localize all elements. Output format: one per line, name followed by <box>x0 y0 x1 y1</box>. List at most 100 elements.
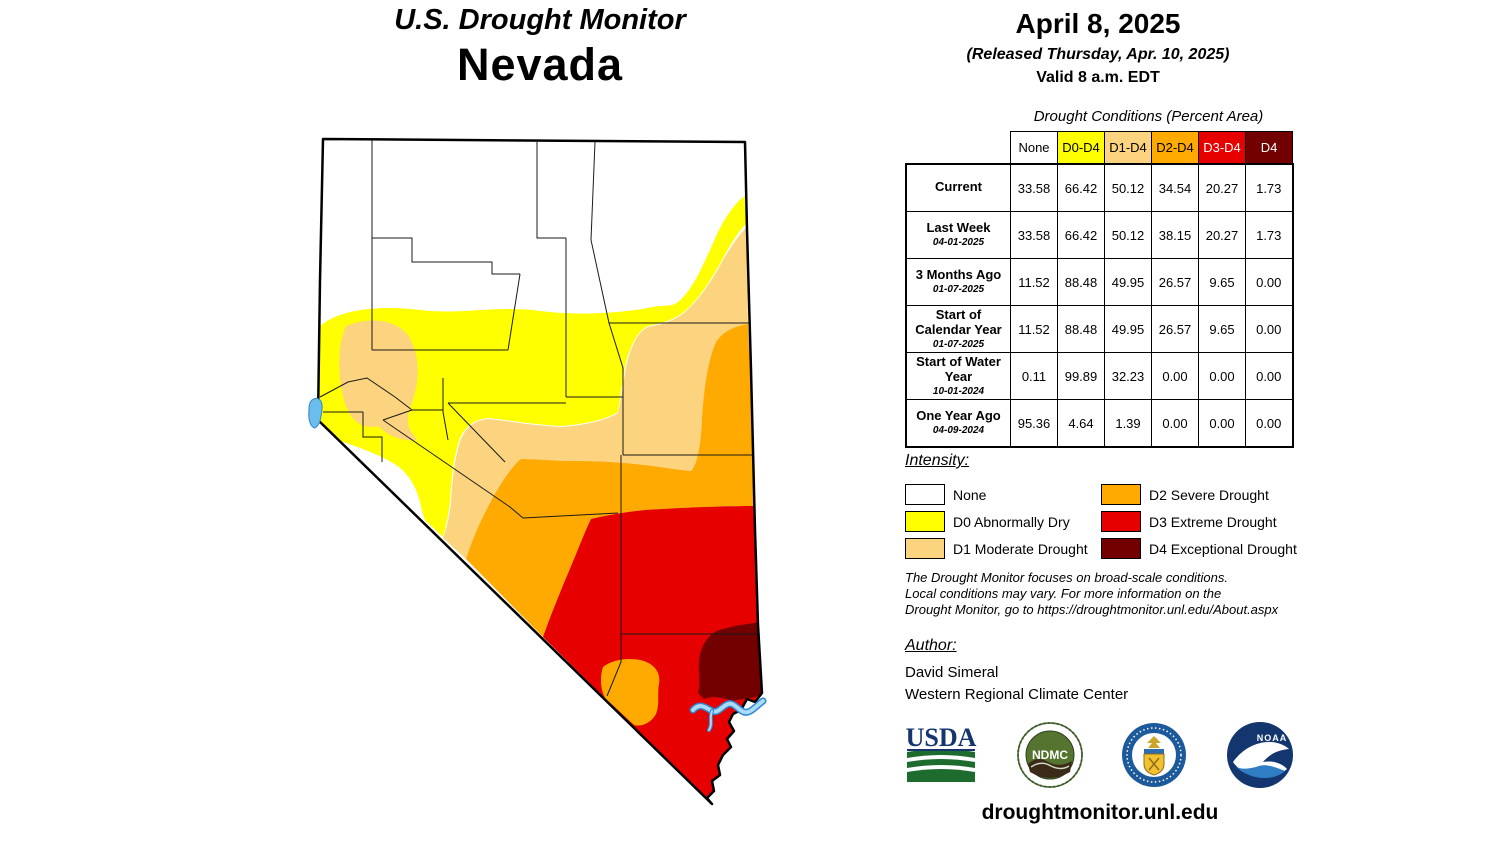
value-cell: 0.00 <box>1151 399 1199 448</box>
d1-swatch <box>905 538 945 559</box>
disclaimer-line: Local conditions may vary. For more info… <box>905 586 1222 601</box>
noaa-logo: NOAA <box>1227 722 1293 788</box>
value-cell: 0.00 <box>1198 399 1246 448</box>
value-cell: 33.58 <box>1010 211 1058 259</box>
legend-item-d0: D0 Abnormally Dry <box>905 511 1101 532</box>
none-swatch <box>905 484 945 505</box>
value-cell: 0.11 <box>1010 352 1058 400</box>
map-region-d2-south <box>600 659 660 726</box>
value-cell: 0.00 <box>1151 352 1199 400</box>
value-cell: 33.58 <box>1010 163 1058 212</box>
legend-label: D3 Extreme Drought <box>1149 513 1277 530</box>
valid-time: Valid 8 a.m. EDT <box>1036 69 1160 86</box>
value-cell: 4.64 <box>1057 399 1105 448</box>
legend-label: None <box>953 486 987 503</box>
row-label-cell: Current <box>905 163 1011 212</box>
usda-logo: USDA <box>906 723 977 782</box>
disclaimer-line: Drought Monitor, go to https://droughtmo… <box>905 602 1279 617</box>
col-header-d1d4: D1-D4 <box>1104 131 1152 165</box>
logo-row: USDA NDMC NOAA <box>903 720 1295 790</box>
value-cell: 9.65 <box>1198 258 1246 306</box>
value-cell: 99.89 <box>1057 352 1105 400</box>
row-label-cell: 3 Months Ago 01-07-2025 <box>905 258 1011 306</box>
map-region-d2-main <box>466 324 755 637</box>
lake-tahoe <box>308 397 323 429</box>
value-cell: 66.42 <box>1057 163 1105 212</box>
d0-swatch <box>905 511 945 532</box>
value-cell: 88.48 <box>1057 305 1105 353</box>
value-cell: 26.57 <box>1151 305 1199 353</box>
row-sub-date: 04-01-2025 <box>932 237 985 249</box>
value-cell: 95.36 <box>1010 399 1058 448</box>
row-label-cell: Start of Calendar Year 01-07-2025 <box>905 305 1011 353</box>
legend-label: D4 Exceptional Drought <box>1149 540 1297 557</box>
row-label: Last Week <box>926 220 991 236</box>
legend-item-none: None <box>905 484 1101 505</box>
value-cell: 1.39 <box>1104 399 1152 448</box>
disclaimer-line: The Drought Monitor focuses on broad-sca… <box>905 570 1229 585</box>
value-cell: 26.57 <box>1151 258 1199 306</box>
row-label-cell: Start of Water Year 10-01-2024 <box>905 352 1011 400</box>
table-row: One Year Ago 04-09-2024 95.36 4.64 1.39 … <box>905 399 1294 448</box>
row-sub-date: 04-09-2024 <box>932 425 985 437</box>
author-block: Author: David Simeral Western Regional C… <box>905 637 1128 703</box>
value-cell: 1.73 <box>1245 211 1294 259</box>
intensity-legend: Intensity: None D2 Severe Drought D0 Abn… <box>905 452 1305 562</box>
legend-label: D2 Severe Drought <box>1149 486 1269 503</box>
row-label: Start of Water Year <box>916 353 1001 384</box>
value-cell: 50.12 <box>1104 211 1152 259</box>
disclaimer-text: The Drought Monitor focuses on broad-sca… <box>905 570 1278 618</box>
usda-logo-text: USDA <box>906 723 977 752</box>
legend-item-d3: D3 Extreme Drought <box>1101 511 1297 532</box>
col-header-d4: D4 <box>1245 131 1293 165</box>
table-row: Start of Calendar Year 01-07-2025 11.52 … <box>905 305 1294 353</box>
row-label-cell: One Year Ago 04-09-2024 <box>905 399 1011 448</box>
footer-url: droughtmonitor.unl.edu <box>981 801 1219 824</box>
legend-item-d2: D2 Severe Drought <box>1101 484 1297 505</box>
value-cell: 38.15 <box>1151 211 1199 259</box>
legend-item-d1: D1 Moderate Drought <box>905 538 1101 559</box>
legend-row: None D2 Severe Drought <box>905 481 1305 508</box>
row-sub-date: 10-01-2024 <box>932 385 985 397</box>
value-cell: 20.27 <box>1198 163 1246 212</box>
author-org: Western Regional Climate Center <box>905 686 1129 703</box>
value-cell: 1.73 <box>1245 163 1294 212</box>
value-cell: 34.54 <box>1151 163 1199 212</box>
value-cell: 0.00 <box>1245 399 1294 448</box>
date-block: April 8, 2025 (Released Thursday, Apr. 1… <box>900 8 1296 87</box>
legend-row: D0 Abnormally Dry D3 Extreme Drought <box>905 508 1305 535</box>
value-cell: 32.23 <box>1104 352 1152 400</box>
value-cell: 88.48 <box>1057 258 1105 306</box>
county-borders <box>319 140 762 697</box>
table-row: Last Week 04-01-2025 33.58 66.42 50.12 3… <box>905 211 1294 259</box>
drought-conditions-table: None D0-D4 D1-D4 D2-D4 D3-D4 D4 Current … <box>905 131 1294 448</box>
row-label: 3 Months Ago <box>915 267 1002 283</box>
value-cell: 50.12 <box>1104 163 1152 212</box>
d4-swatch <box>1101 538 1141 559</box>
table-row: 3 Months Ago 01-07-2025 11.52 88.48 49.9… <box>905 258 1294 306</box>
map-region-d4 <box>698 622 761 701</box>
author-name: David Simeral <box>905 664 999 681</box>
col-header-d3d4: D3-D4 <box>1198 131 1246 165</box>
table-caption: Drought Conditions (Percent Area) <box>1033 108 1264 125</box>
table-header-row: None D0-D4 D1-D4 D2-D4 D3-D4 D4 <box>906 131 1293 165</box>
value-cell: 9.65 <box>1198 305 1246 353</box>
col-header-d0d4: D0-D4 <box>1057 131 1105 165</box>
table-row: Current 33.58 66.42 50.12 34.54 20.27 1.… <box>905 163 1294 212</box>
row-label: One Year Ago <box>916 408 1001 424</box>
report-title: U.S. Drought Monitor <box>394 4 686 36</box>
nevada-drought-map <box>300 110 780 820</box>
state-name-title: Nevada <box>456 39 624 90</box>
value-cell: 0.00 <box>1245 258 1294 306</box>
corner-cell <box>906 131 1011 164</box>
value-cell: 49.95 <box>1104 305 1152 353</box>
value-cell: 0.00 <box>1245 352 1294 400</box>
row-label: Start of Calendar Year <box>915 306 1002 337</box>
map-region-d1-main <box>443 228 748 559</box>
map-title-block: U.S. Drought Monitor Nevada <box>280 4 800 91</box>
map-region-d0 <box>318 196 746 537</box>
ndmc-logo: NDMC <box>1017 722 1083 788</box>
value-cell: 20.27 <box>1198 211 1246 259</box>
ndmc-logo-text: NDMC <box>1032 748 1068 762</box>
value-cell: 0.00 <box>1245 305 1294 353</box>
